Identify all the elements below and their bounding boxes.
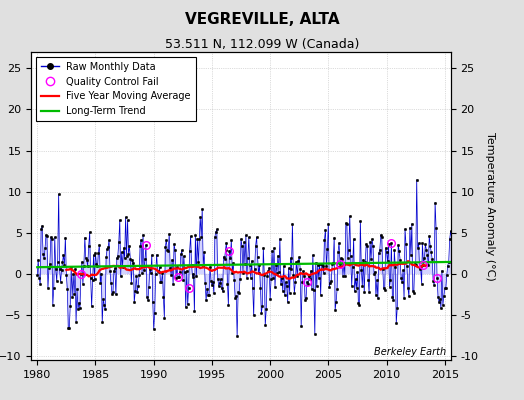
Legend: Raw Monthly Data, Quality Control Fail, Five Year Moving Average, Long-Term Tren: Raw Monthly Data, Quality Control Fail, … — [36, 57, 196, 121]
Text: 53.511 N, 112.099 W (Canada): 53.511 N, 112.099 W (Canada) — [165, 38, 359, 51]
Text: Berkeley Earth: Berkeley Earth — [374, 347, 446, 357]
Text: VEGREVILLE, ALTA: VEGREVILLE, ALTA — [184, 12, 340, 27]
Y-axis label: Temperature Anomaly (°C): Temperature Anomaly (°C) — [485, 132, 495, 280]
